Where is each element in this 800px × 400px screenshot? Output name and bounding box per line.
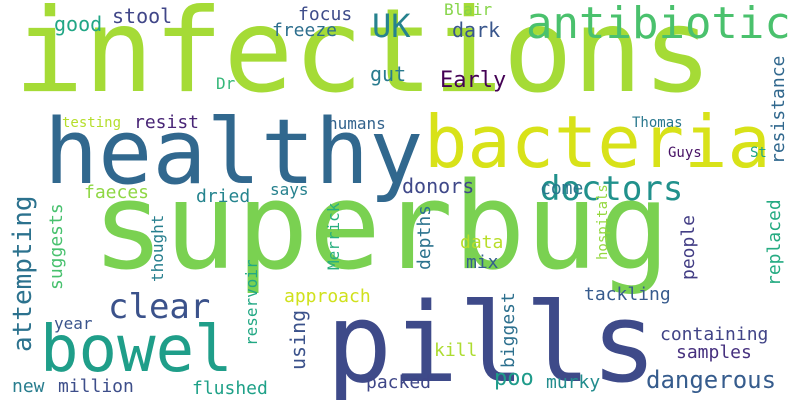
word: says <box>270 180 309 199</box>
word: using <box>286 309 310 370</box>
word: Blair <box>444 0 493 19</box>
word: focus <box>298 4 353 25</box>
word: year <box>54 314 93 333</box>
word: poo <box>494 366 534 391</box>
word: flushed <box>192 378 268 399</box>
word: doctors <box>540 169 684 209</box>
word: UK <box>372 7 411 45</box>
word: freeze <box>272 20 338 41</box>
word: kill <box>434 340 478 361</box>
word: data <box>460 232 504 253</box>
word: good <box>54 12 103 36</box>
word: reservoir <box>242 259 261 346</box>
word: depths <box>414 204 435 270</box>
word: million <box>58 376 134 397</box>
word: tackling <box>584 284 671 305</box>
word: new <box>12 376 45 397</box>
word: hospitals <box>595 184 611 260</box>
word: testing <box>62 115 122 131</box>
word: attempting <box>8 195 38 352</box>
word: Guys <box>668 145 702 161</box>
word: clear <box>108 287 211 327</box>
word: St <box>750 145 767 161</box>
word: packed <box>366 372 432 393</box>
word: stool <box>112 4 173 28</box>
word: superbug <box>92 158 670 297</box>
word: gut <box>370 62 407 86</box>
word: resistance <box>768 55 789 164</box>
word: come <box>540 178 584 199</box>
word: dangerous <box>646 366 777 394</box>
word: donors <box>402 174 475 198</box>
word: mix <box>466 252 499 273</box>
word: healthy <box>44 100 424 205</box>
word: bacteria <box>424 100 771 184</box>
word: samples <box>676 342 752 363</box>
word: suggests <box>46 203 67 290</box>
word: antibiotic <box>526 0 791 49</box>
word: Merrick <box>324 202 343 270</box>
word: Thomas <box>632 115 683 131</box>
word: dark <box>452 18 501 42</box>
word: thought <box>148 214 167 282</box>
word: bowel <box>40 313 233 387</box>
word: murky <box>546 372 601 393</box>
word: Dr <box>216 74 236 93</box>
word: humans <box>328 114 386 133</box>
word: dried <box>196 186 251 207</box>
word: biggest <box>498 292 519 368</box>
word: resist <box>134 112 200 133</box>
word: infections <box>14 0 713 119</box>
word: approach <box>284 286 371 307</box>
word: containing <box>660 324 769 345</box>
word: replaced <box>764 199 785 286</box>
word: faeces <box>84 182 150 203</box>
word: Early <box>440 68 507 93</box>
word: pills <box>326 279 658 400</box>
word: people <box>678 214 699 280</box>
